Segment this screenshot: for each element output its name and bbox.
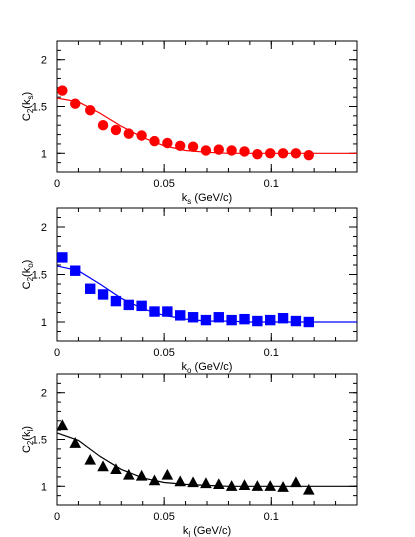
data-point — [200, 145, 212, 156]
y-tick-label: 2 — [41, 388, 47, 400]
data-point — [69, 437, 82, 448]
data-point — [290, 148, 302, 159]
data-point — [70, 265, 81, 276]
x-tick-label: 0.05 — [153, 178, 174, 190]
data-point — [85, 105, 96, 116]
data-point — [123, 128, 134, 139]
data-point — [174, 475, 187, 487]
data-point — [265, 314, 276, 326]
data-point — [135, 469, 148, 481]
data-point — [239, 146, 250, 157]
data-point — [110, 463, 122, 475]
y-tick-label: 2 — [41, 222, 47, 234]
y-axis-title: C2(ko) — [21, 260, 35, 290]
data-point — [252, 315, 263, 327]
y-tick-label: 1 — [41, 317, 47, 329]
data-point — [110, 295, 122, 307]
data-point — [187, 312, 199, 323]
data-point — [57, 252, 68, 263]
data-point — [264, 480, 277, 491]
data-point — [277, 313, 289, 324]
data-point — [161, 468, 174, 480]
data-point — [162, 306, 173, 317]
data-point — [162, 137, 173, 149]
data-point — [57, 85, 68, 96]
data-point — [122, 468, 135, 480]
y-axis-title: C2(kl) — [21, 426, 35, 453]
panel-ks: 0 0.05 0.1 1 1.5 2 ks (GeV/c) C2(ks) — [21, 40, 358, 206]
data-point — [277, 481, 289, 492]
data-point — [97, 289, 109, 300]
x-tick-label: 0.05 — [153, 347, 174, 359]
data-point — [302, 483, 315, 495]
y-tick-label: 1 — [41, 481, 47, 493]
data-point — [303, 316, 314, 328]
data-point — [187, 141, 199, 152]
x-tick-label: 0.1 — [264, 511, 279, 523]
x-axis-title: kl (GeV/c) — [183, 525, 231, 537]
data-point — [213, 312, 224, 323]
y-axis-title: C2(ks) — [21, 92, 35, 121]
data-point — [123, 299, 134, 311]
panel-kl: 0 0.05 0.1 1 1.5 2 kl (GeV/c) C2(kl) — [21, 373, 358, 537]
data-point — [277, 148, 289, 159]
y-tick-label: 1.5 — [32, 270, 47, 282]
panel-ko: 0 0.05 0.1 1 1.5 2 ko (GeV/c) C2(ko) — [21, 207, 358, 375]
y-tick-label: 2 — [41, 55, 47, 67]
y-tick-label: 1.5 — [32, 102, 47, 114]
x-tick-label: 0 — [54, 511, 60, 523]
x-axis-title: ks (GeV/c) — [182, 192, 232, 206]
data-point — [148, 474, 161, 486]
x-tick-label: 0.05 — [153, 511, 174, 523]
data-point — [251, 480, 264, 491]
data-point — [226, 314, 237, 326]
data-point — [149, 306, 160, 317]
data-point — [200, 477, 212, 489]
data-point — [136, 300, 147, 312]
data-point — [136, 130, 147, 141]
data-point — [200, 314, 212, 326]
data-point — [225, 480, 238, 491]
fit-curve — [56, 432, 357, 487]
data-point — [56, 419, 69, 431]
data-point — [212, 478, 225, 490]
data-point — [175, 140, 186, 151]
data-point — [97, 120, 109, 131]
data-point — [239, 313, 250, 325]
data-point — [303, 149, 314, 161]
data-point — [175, 310, 186, 321]
x-tick-label: 0.1 — [264, 178, 279, 190]
data-point — [70, 98, 81, 109]
data-point — [213, 144, 224, 155]
data-point — [97, 460, 109, 472]
data-point — [290, 476, 302, 488]
data-point — [238, 479, 251, 490]
data-point — [149, 135, 160, 147]
data-point — [252, 149, 263, 160]
data-point — [85, 283, 96, 294]
data-point — [110, 124, 122, 136]
x-axis-title: ko (GeV/c) — [182, 361, 233, 375]
data-point — [265, 148, 276, 159]
x-tick-label: 0 — [54, 347, 60, 359]
y-tick-label: 1 — [41, 148, 47, 160]
x-tick-label: 0.1 — [264, 347, 279, 359]
y-tick-label: 1.5 — [32, 435, 47, 447]
data-point — [290, 315, 302, 327]
data-point — [84, 453, 97, 465]
data-point — [226, 145, 237, 156]
data-point — [187, 476, 199, 488]
x-tick-label: 0 — [54, 178, 60, 190]
